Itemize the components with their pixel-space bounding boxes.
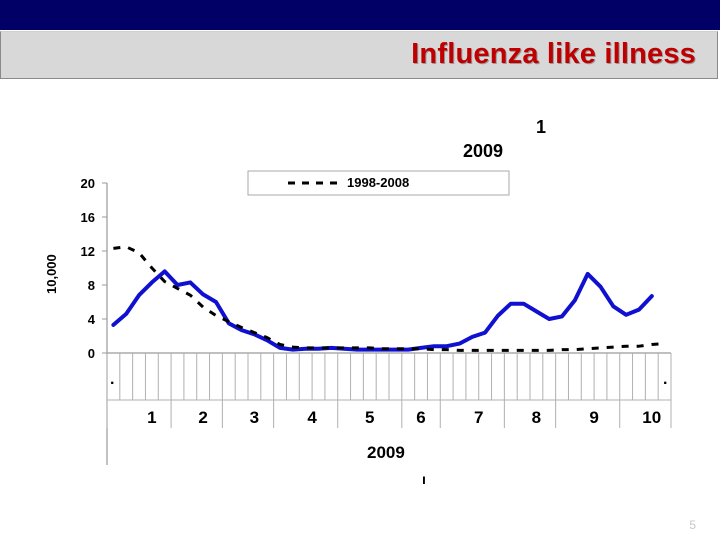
legend-box — [247, 170, 510, 196]
legend: 1998-2008 — [247, 170, 510, 196]
month-label: 5 — [365, 408, 374, 427]
title-band — [0, 31, 718, 79]
y-tick-label: 4 — [88, 312, 96, 327]
y-tick-label: 20 — [81, 176, 95, 191]
month-label: 1 — [147, 408, 156, 427]
header-bar — [0, 0, 720, 30]
y-tick-label: 12 — [81, 244, 95, 259]
y-tick-label: 0 — [88, 346, 95, 361]
page-number: 5 — [689, 518, 696, 532]
chart-title-fragment: 1 — [536, 117, 546, 137]
left-edge-mark: . — [110, 371, 114, 388]
month-label: 8 — [532, 408, 541, 427]
month-label: 3 — [250, 408, 259, 427]
y-tick-label: 8 — [88, 278, 95, 293]
month-label: 4 — [307, 408, 317, 427]
slide-title: Influenza like illness — [411, 38, 696, 70]
series-line-baseline — [113, 245, 665, 352]
month-label: 6 — [416, 408, 425, 427]
y-axis-label: 10,000 — [44, 254, 59, 294]
month-label: 9 — [589, 408, 598, 427]
y-tick-label: 16 — [81, 210, 95, 225]
x-axis-label: 2009 — [367, 443, 405, 462]
legend-label-baseline: 1998-2008 — [347, 175, 409, 190]
x-axis-mark: ı — [422, 471, 426, 487]
series-line-2009 — [111, 269, 654, 352]
month-label: 7 — [474, 408, 483, 427]
right-edge-mark: . — [663, 371, 667, 388]
month-label: 10 — [642, 408, 661, 427]
month-label: 2 — [198, 408, 207, 427]
chart-title-year: 2009 — [463, 141, 503, 161]
